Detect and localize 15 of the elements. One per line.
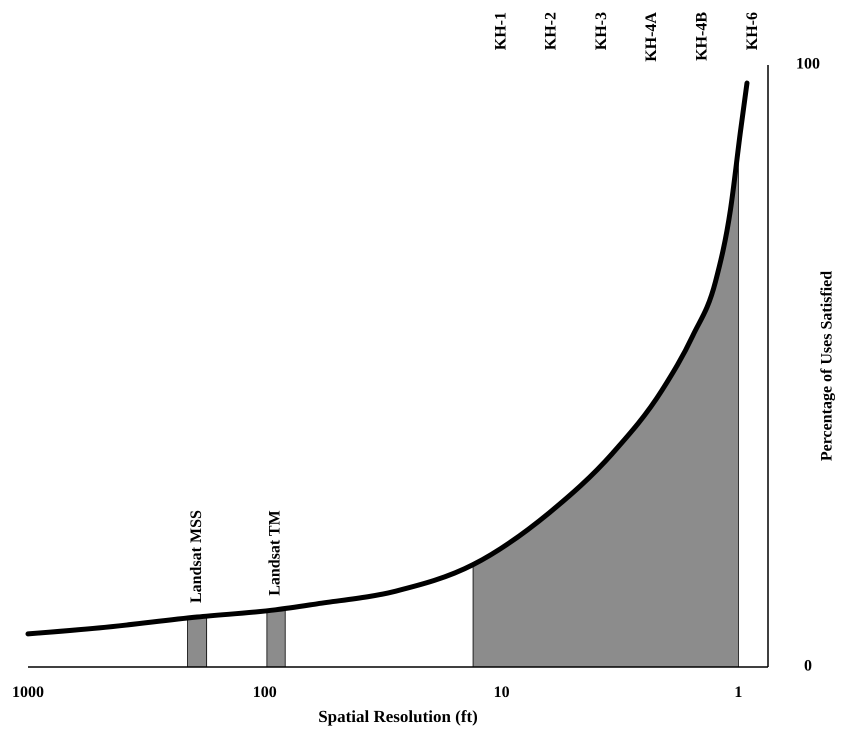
y-axis-title: Percentage of Uses Satisfied (818, 270, 836, 462)
text: KH-4B (694, 12, 711, 61)
text: KH-3 (592, 12, 610, 50)
text: KH-4A (643, 12, 660, 62)
text: KH-2 (542, 12, 560, 50)
x-tick-label: 100 (252, 684, 277, 701)
text: KH-6 (744, 12, 761, 50)
text: KH-1 (492, 12, 510, 50)
y-tick-label: 0 (804, 658, 812, 675)
x-tick-label: 1000 (12, 684, 44, 701)
band-label: Landsat MSS (188, 510, 205, 604)
band-label: Landsat TM (266, 510, 284, 596)
x-tick-label: 1 (734, 684, 742, 701)
x-tick-label: 10 (494, 684, 510, 701)
x-axis-title: Spatial Resolution (ft) (318, 707, 478, 726)
